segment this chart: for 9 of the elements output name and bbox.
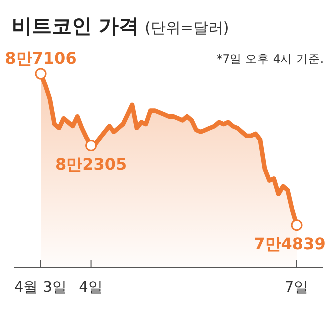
x-tick-label: 4일 bbox=[79, 280, 104, 296]
annotation: 8만2305 bbox=[55, 154, 128, 174]
annotation: 7만4839 bbox=[254, 234, 326, 254]
chart-subtitle: (단위=달러) bbox=[144, 19, 230, 37]
text: *7일 오후 4시 기준. bbox=[216, 52, 324, 66]
annotation: 8만7106 bbox=[5, 49, 77, 68]
chart-title: 비트코인 가격 bbox=[12, 14, 139, 38]
x-tick-label: 4월 3일 bbox=[14, 280, 68, 296]
x-tick-label: 7일 bbox=[284, 280, 310, 296]
